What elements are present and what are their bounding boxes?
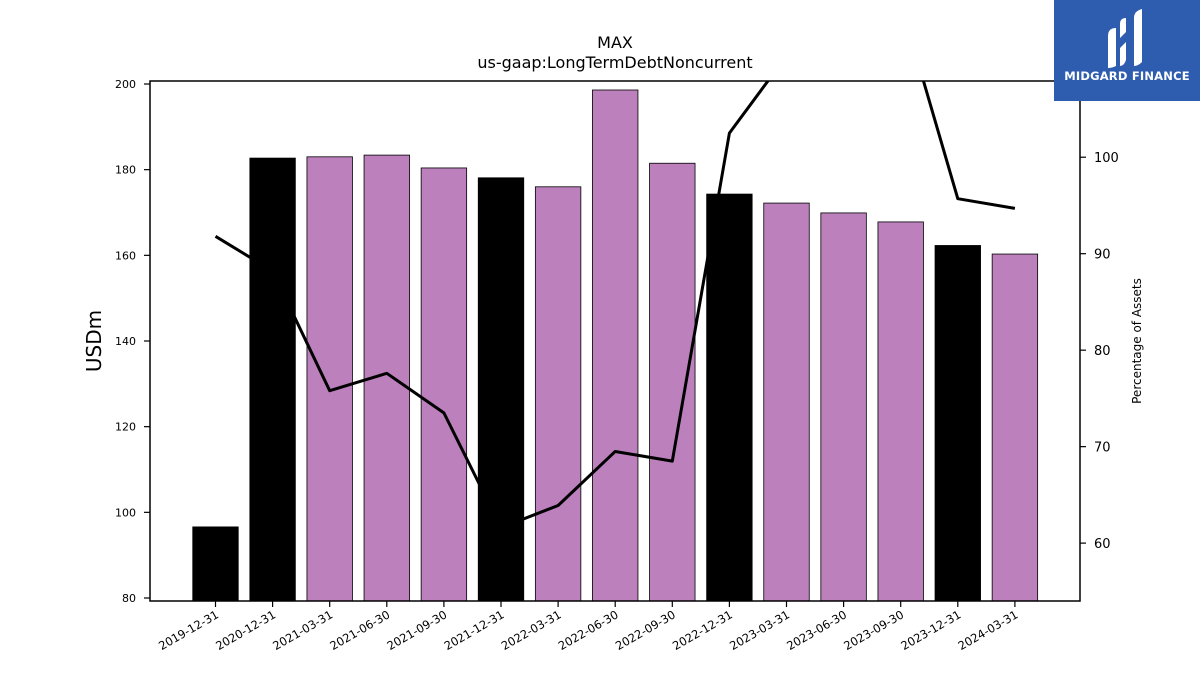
bar-2023-09-30 <box>877 221 924 602</box>
y-tick-label: 120 <box>115 421 136 434</box>
percentage-of-assets-line <box>214 81 1016 530</box>
x-tick-label: 2020-12-31 <box>213 607 278 653</box>
x-tick-label: 2023-03-31 <box>727 607 792 653</box>
bar-2021-09-30 <box>420 167 468 602</box>
x-tick-label: 2023-06-30 <box>784 607 849 653</box>
bar-2022-09-30 <box>649 162 696 602</box>
y2-axis-label: Percentage of Assets <box>1130 278 1144 404</box>
x-tick-label: 2023-12-31 <box>898 607 963 653</box>
x-tick-label: 2023-09-30 <box>841 607 906 653</box>
y2-tick-label: 80 <box>1094 344 1111 359</box>
y-tick-label: 200 <box>115 78 136 91</box>
x-tick-label: 2022-12-31 <box>670 607 735 653</box>
bar-2022-03-31 <box>534 186 582 602</box>
bar-2023-03-31 <box>763 202 810 602</box>
y-tick-label: 140 <box>115 335 136 348</box>
brand-name: MIDGARD FINANCE <box>1064 69 1190 83</box>
x-tick-label: 2022-06-30 <box>556 607 621 653</box>
bar-2024-03-31 <box>991 253 1039 602</box>
y2-tick-label: 100 <box>1094 151 1119 166</box>
y-tick-label: 180 <box>115 164 136 177</box>
bar-2023-12-31 <box>934 245 981 602</box>
x-tick-label: 2021-12-31 <box>442 607 507 653</box>
y-tick-label: 80 <box>122 592 136 605</box>
y-axis-label: USDm <box>82 310 106 372</box>
line-series <box>214 81 1016 530</box>
y-tick-label: 100 <box>115 506 136 519</box>
bar-2022-06-30 <box>592 89 639 602</box>
y-tick-label: 160 <box>115 249 136 262</box>
bar-2021-03-31 <box>306 156 353 602</box>
brand-logo: MIDGARD FINANCE <box>1054 0 1200 101</box>
bar-2021-12-31 <box>477 177 525 602</box>
x-axis: 2019-12-312020-12-312021-03-312021-06-30… <box>156 601 1020 653</box>
y-axis-right: 60 70 80 90 100 <box>1080 151 1119 552</box>
x-tick-label: 2021-09-30 <box>385 607 450 653</box>
x-tick-label: 2019-12-31 <box>156 607 221 653</box>
x-tick-label: 2021-03-31 <box>270 607 335 653</box>
midgard-logo-icon <box>1108 9 1142 68</box>
bar-2022-12-31 <box>706 193 753 602</box>
chart-subtitle: us-gaap:LongTermDebtNoncurrent <box>477 53 752 72</box>
x-tick-label: 2024-03-31 <box>956 607 1021 653</box>
bar-2023-06-30 <box>820 212 867 602</box>
y-axis-left: 80 100 120 140 160 180 200 <box>115 78 150 605</box>
bar-2019-12-31 <box>192 526 239 602</box>
x-tick-label: 2021-06-30 <box>327 607 392 653</box>
y2-tick-label: 90 <box>1094 248 1111 263</box>
bar-2020-12-31 <box>249 157 296 602</box>
y2-tick-label: 70 <box>1094 441 1111 456</box>
bar-series <box>192 89 1039 602</box>
x-tick-label: 2022-03-31 <box>499 607 564 653</box>
x-tick-label: 2022-09-30 <box>613 607 678 653</box>
y2-tick-label: 60 <box>1094 537 1111 552</box>
chart-title: MAX <box>597 33 633 52</box>
